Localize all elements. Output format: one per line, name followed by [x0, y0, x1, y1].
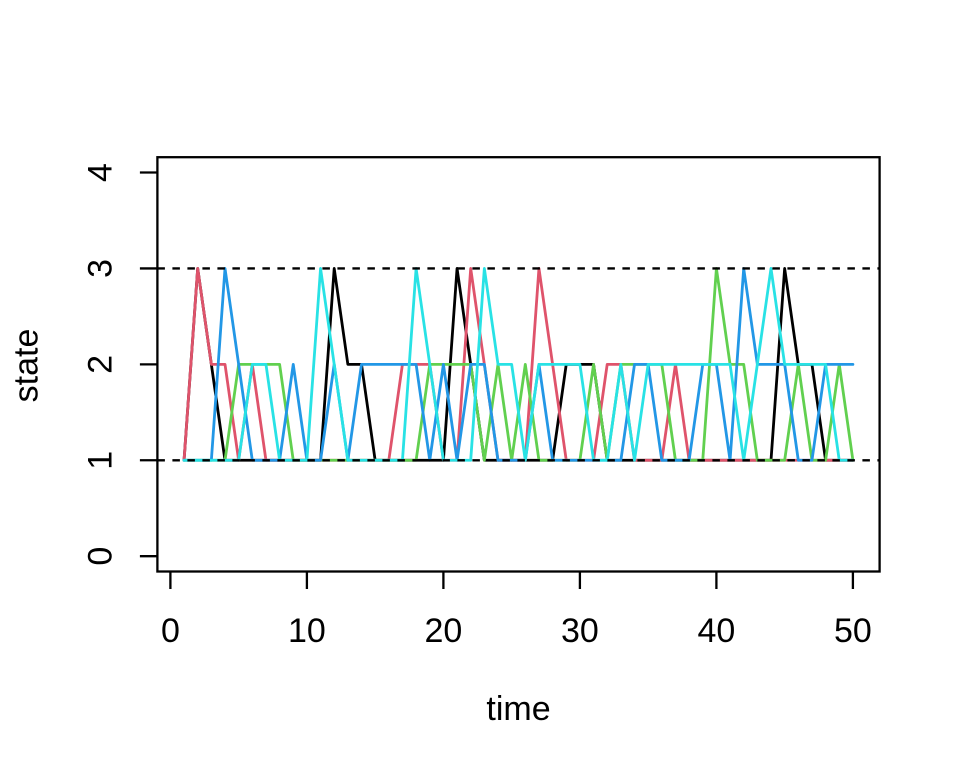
svg-text:time: time [486, 690, 550, 728]
svg-text:4: 4 [81, 163, 119, 182]
svg-text:3: 3 [81, 259, 119, 278]
svg-text:50: 50 [834, 612, 872, 650]
svg-text:0: 0 [81, 547, 119, 566]
svg-text:10: 10 [288, 612, 326, 650]
svg-text:30: 30 [561, 612, 599, 650]
svg-text:40: 40 [697, 612, 735, 650]
svg-text:1: 1 [81, 451, 119, 470]
svg-text:0: 0 [161, 612, 180, 650]
svg-text:20: 20 [424, 612, 462, 650]
svg-text:2: 2 [81, 355, 119, 374]
svg-text:state: state [8, 329, 46, 403]
